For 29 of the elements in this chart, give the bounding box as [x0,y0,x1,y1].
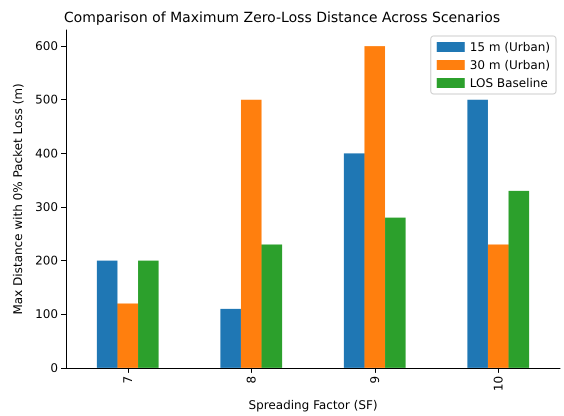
bar [220,308,241,368]
legend-label: 15 m (Urban) [470,40,550,54]
bar [138,260,159,368]
bar [96,260,118,368]
y-tick-label: 100 [35,307,58,322]
y-tick-label: 400 [35,146,58,160]
x-tick-label: 10 [491,376,506,392]
x-axis-title: Spreading Factor (SF) [248,398,378,412]
y-axis-title: Max Distance with 0% Packet Loss (m) [11,83,26,315]
x-tick-label: 8 [244,376,258,384]
legend-label: 30 m (Urban) [470,58,550,72]
x-tick-label: 7 [120,376,135,384]
bar [344,153,364,368]
y-tick-label: 0 [50,360,58,375]
bar [262,244,282,368]
bar [240,100,262,368]
bar [364,46,386,368]
y-tick-label: 500 [35,92,58,107]
bar [385,218,406,368]
bar [488,244,509,368]
x-tick-label: 9 [368,376,382,384]
y-tick-label: 300 [35,200,58,214]
chart-title: Comparison of Maximum Zero-Loss Distance Across Scenarios [64,10,500,26]
bar [508,190,530,368]
bar [467,100,488,368]
bar [117,303,138,368]
y-tick-label: 200 [35,254,58,268]
y-tick-label: 600 [35,39,58,54]
legend-label: LOS Baseline [470,76,548,90]
